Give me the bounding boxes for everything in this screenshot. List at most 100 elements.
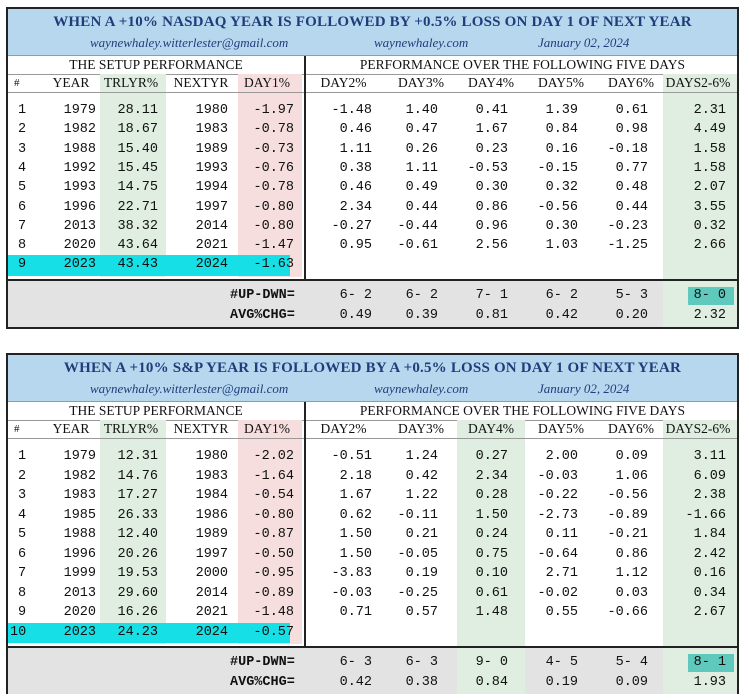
updwn-value: 8- 0 [693, 287, 726, 303]
cell-day2: 2.18 [339, 468, 372, 484]
report-date: January 02, 2024 [538, 35, 630, 50]
cell-: 8 [18, 238, 27, 254]
cell-nextyr: 1993 [195, 160, 228, 176]
column-header-day3: DAY3% [397, 75, 444, 90]
table-row: 4 1992 15.45 1993 -0.76 0.38 1.11 -0.53 -0.15 0.7… [8, 159, 737, 178]
cell-day2: -3.83 [331, 566, 373, 581]
cell-day5: -0.64 [537, 546, 579, 562]
cell-year: 1979 [63, 103, 96, 118]
cell-day5: -0.15 [537, 160, 579, 176]
cell-day6: 0.77 [615, 160, 648, 176]
setup-performance-header: THE SETUP PERFORMANCE [69, 57, 243, 72]
sp500-table-panel: WHEN A +10% S&P YEAR IS FOLLOWED BY A +0… [6, 353, 739, 694]
updwn-value: 6- 2 [405, 287, 438, 303]
current-year-highlight [8, 622, 290, 643]
cell-day5: 0.32 [545, 180, 578, 196]
avg-change-value: 0.39 [405, 307, 438, 323]
cell-day5: -0.56 [537, 199, 579, 215]
cell-day2: -1.48 [331, 103, 373, 118]
avg-change-label: AVG%CHG= [230, 675, 295, 690]
cell-day1: -1.64 [253, 468, 295, 484]
avg-change-value: 0.42 [545, 307, 578, 323]
cell-year: 1982 [63, 122, 96, 138]
avg-change-value: 0.42 [339, 675, 372, 690]
table-row: 7 2013 38.32 2014 -0.80 -0.27 -0.44 0.96 0.30 -0.… [8, 217, 737, 236]
column-header-day2: DAY2% [320, 75, 367, 90]
column-header-day3: DAY3% [397, 421, 444, 436]
cell-day2: 1.11 [339, 141, 372, 157]
column-header-days26: DAYS2-6% [665, 421, 731, 436]
cell-nextyr: 2021 [195, 238, 228, 254]
cell-day3: 1.22 [405, 488, 438, 503]
updwn-value: 7- 1 [475, 287, 508, 303]
cell-day3: 0.19 [405, 566, 438, 581]
cell-day3: -0.61 [397, 238, 439, 254]
cell-days26: 2.66 [693, 238, 726, 254]
setup-divider [304, 420, 306, 646]
cell-day5: 0.55 [545, 605, 578, 620]
setup-divider [304, 74, 306, 279]
report-date: January 02, 2024 [538, 381, 630, 396]
column-header-day1: DAY1% [243, 75, 290, 90]
cell-nextyr: 1997 [195, 199, 228, 215]
up-down-total-highlight [688, 654, 734, 672]
cell-day4: 1.67 [475, 122, 508, 138]
cell-trlyr: 14.76 [117, 468, 159, 484]
summary-block: #UP-DWN= AVG%CHG= 6- 3 6- 3 9- 0 4- 5 5- 4 8- 1… [8, 648, 737, 694]
table-row: 3 1988 15.40 1989 -0.73 1.11 0.26 0.23 0.16 -0.18… [8, 140, 737, 159]
table-row: 8 2020 43.64 2021 -1.47 0.95 -0.61 2.56 1.03 -1.2… [8, 236, 737, 255]
updwn-value: 6- 2 [339, 287, 372, 303]
cell-nextyr: 2000 [195, 566, 228, 581]
cell-day1: -1.97 [253, 103, 295, 118]
cell-day6: 1.12 [615, 566, 648, 581]
cell-day4: 2.56 [475, 238, 508, 254]
cell-nextyr: 2024 [195, 257, 228, 273]
section-divider [304, 402, 306, 420]
cell-day1: -0.78 [253, 180, 295, 196]
column-header-: # [14, 77, 20, 89]
author-email: waynewhaley.witterlester@gmail.com [90, 35, 289, 50]
cell-day3: 1.11 [405, 160, 438, 176]
table-row: 6 1996 22.71 1997 -0.80 2.34 0.44 0.86 -0.56 0.44… [8, 198, 737, 217]
cell-days26: 6.09 [693, 468, 726, 484]
column-header-day5: DAY5% [537, 75, 584, 90]
cell-day6: -0.89 [607, 507, 649, 523]
current-year-highlight [8, 255, 290, 276]
cell-days26: 1.58 [693, 141, 726, 157]
cell-trlyr: 12.31 [117, 449, 159, 464]
summary-block: #UP-DWN= AVG%CHG= 6- 2 6- 2 7- 1 6- 2 5- 3 8- 0… [8, 280, 737, 327]
cell-trlyr: 15.40 [117, 141, 159, 157]
cell-day2: 2.34 [339, 199, 372, 215]
cell-year: 1988 [63, 527, 96, 542]
table-body: # YEAR TRLYR% NEXTYR DAY1% DAY2% DAY3% DAY4% DAY… [8, 74, 737, 327]
cell-day6: -1.25 [607, 238, 649, 254]
cell-year: 1996 [63, 199, 96, 215]
cell-nextyr: 1984 [195, 488, 228, 503]
column-header-day1: DAY1% [243, 421, 290, 436]
cell-trlyr: 24.23 [117, 624, 159, 640]
column-header-year: YEAR [52, 75, 90, 90]
cell-days26: 0.34 [693, 585, 726, 601]
day1-column-shade [238, 420, 302, 644]
column-header-day6: DAY6% [607, 75, 654, 90]
section-header: THE SETUP PERFORMANCE PERFORMANCE OVER TH… [8, 55, 737, 75]
cell-day1: -1.63 [253, 257, 295, 273]
cell-year: 2020 [63, 238, 96, 254]
cell-trlyr: 38.32 [117, 218, 159, 234]
cell-day4: 0.41 [475, 103, 508, 118]
cell-day5: 1.03 [545, 238, 578, 254]
cell-day3: -0.44 [397, 218, 439, 234]
cell-days26: 1.84 [693, 527, 726, 542]
cell-year: 1996 [63, 546, 96, 562]
table-row: 2 1982 18.67 1983 -0.78 0.46 0.47 1.67 0.84 0.98 4… [8, 120, 737, 139]
table-row: 1 1979 12.31 1980 -2.02 -0.51 1.24 0.27 2.00 0.09… [8, 447, 737, 467]
cell-day5: 0.30 [545, 218, 578, 234]
cell-day4: 0.10 [475, 566, 508, 581]
table-row: 1 1979 28.11 1980 -1.97 -1.48 1.40 0.41 1.39 0.61… [8, 101, 737, 120]
cell-year: 1983 [63, 488, 96, 503]
column-header-day2: DAY2% [320, 421, 367, 436]
avg-change-value: 2.32 [693, 307, 726, 323]
title-bar: WHEN A +10% NASDAQ YEAR IS FOLLOWED BY +… [8, 9, 737, 55]
cell-day3: 0.49 [405, 180, 438, 196]
cell-day3: 0.57 [405, 605, 438, 620]
